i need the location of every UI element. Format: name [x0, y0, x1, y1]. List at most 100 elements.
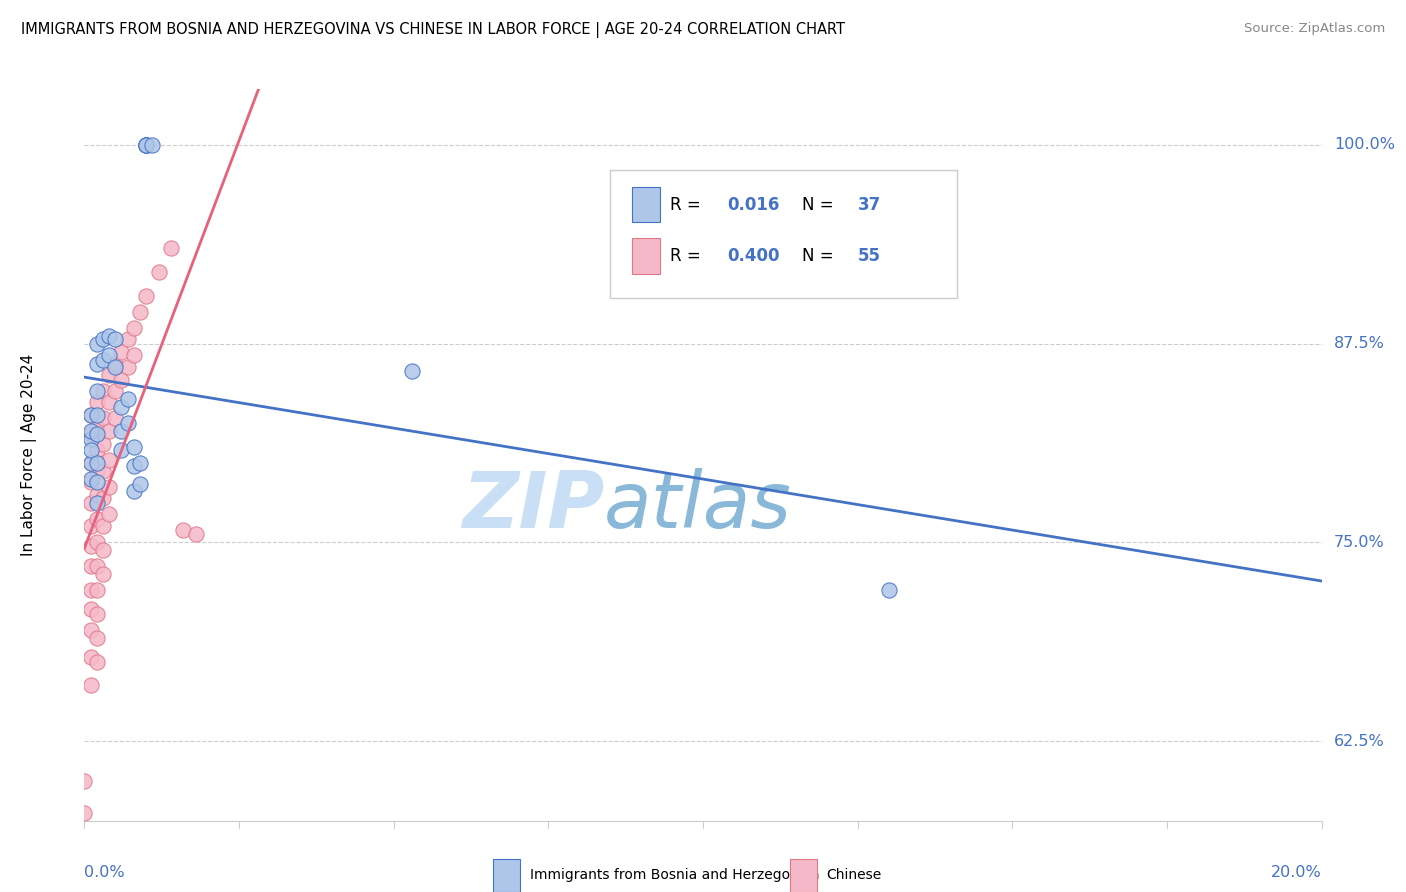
Point — [79, 443, 101, 458]
Point — [86, 475, 108, 489]
Point — [79, 456, 101, 470]
Point — [91, 491, 114, 505]
Point — [135, 137, 157, 152]
Point — [86, 464, 108, 478]
FancyBboxPatch shape — [790, 859, 817, 892]
Text: 20.0%: 20.0% — [1271, 865, 1322, 880]
Point — [135, 137, 157, 152]
Point — [104, 360, 127, 375]
Point — [86, 631, 108, 645]
Point — [141, 137, 163, 152]
Point — [122, 484, 145, 499]
Text: ZIP: ZIP — [461, 468, 605, 544]
Point — [104, 332, 127, 346]
Text: N =: N = — [801, 247, 839, 265]
Point — [86, 655, 108, 669]
Point — [79, 519, 101, 533]
Text: N =: N = — [801, 195, 839, 214]
Point — [91, 464, 114, 478]
Point — [122, 458, 145, 473]
Point — [135, 137, 157, 152]
Point — [122, 320, 145, 334]
FancyBboxPatch shape — [633, 187, 659, 222]
Point — [110, 344, 132, 359]
Point — [129, 456, 152, 470]
Point — [86, 443, 108, 458]
Point — [86, 384, 108, 399]
Point — [98, 328, 121, 343]
Point — [79, 424, 101, 438]
Point — [117, 416, 139, 430]
Point — [86, 408, 108, 422]
Point — [91, 384, 114, 399]
Point — [104, 357, 127, 371]
Text: 75.0%: 75.0% — [1334, 535, 1385, 549]
Point — [79, 583, 101, 598]
Point — [135, 289, 157, 303]
Point — [79, 495, 101, 509]
Point — [86, 427, 108, 442]
Point — [401, 364, 423, 378]
Point — [172, 523, 194, 537]
Point — [91, 567, 114, 582]
Point — [86, 535, 108, 549]
Point — [117, 360, 139, 375]
Point — [98, 424, 121, 438]
Point — [86, 607, 108, 621]
Point — [91, 411, 114, 425]
Point — [129, 476, 152, 491]
Text: 0.0%: 0.0% — [84, 865, 125, 880]
Point — [79, 456, 101, 470]
Point — [86, 495, 108, 509]
Point — [86, 336, 108, 351]
Point — [86, 421, 108, 435]
Point — [86, 357, 108, 371]
Text: 0.400: 0.400 — [728, 247, 780, 265]
Point — [184, 527, 207, 541]
FancyBboxPatch shape — [633, 238, 659, 274]
Point — [122, 440, 145, 454]
Point — [86, 511, 108, 525]
Point — [98, 480, 121, 494]
Point — [122, 348, 145, 362]
Point — [86, 583, 108, 598]
Point — [104, 411, 127, 425]
Point — [79, 475, 101, 489]
Point — [86, 395, 108, 409]
Text: IMMIGRANTS FROM BOSNIA AND HERZEGOVINA VS CHINESE IN LABOR FORCE | AGE 20-24 COR: IMMIGRANTS FROM BOSNIA AND HERZEGOVINA V… — [21, 22, 845, 38]
Text: 37: 37 — [858, 195, 882, 214]
Point — [98, 348, 121, 362]
Text: atlas: atlas — [605, 468, 792, 544]
Point — [91, 332, 114, 346]
Point — [129, 305, 152, 319]
Point — [79, 678, 101, 692]
Point — [86, 456, 108, 470]
Point — [73, 805, 96, 820]
Text: Source: ZipAtlas.com: Source: ZipAtlas.com — [1244, 22, 1385, 36]
Text: 87.5%: 87.5% — [1334, 336, 1385, 351]
Point — [91, 352, 114, 367]
Point — [98, 452, 121, 467]
Point — [110, 401, 132, 415]
Point — [117, 332, 139, 346]
Point — [104, 384, 127, 399]
Text: R =: R = — [669, 195, 706, 214]
Point — [79, 432, 101, 446]
Point — [79, 623, 101, 637]
Point — [110, 373, 132, 387]
Text: In Labor Force | Age 20-24: In Labor Force | Age 20-24 — [21, 354, 37, 556]
Point — [86, 488, 108, 502]
Point — [135, 137, 157, 152]
Point — [148, 265, 170, 279]
Point — [86, 559, 108, 574]
Text: 100.0%: 100.0% — [1334, 137, 1395, 153]
Text: 0.016: 0.016 — [728, 195, 780, 214]
FancyBboxPatch shape — [610, 169, 956, 298]
Point — [79, 602, 101, 616]
Point — [79, 427, 101, 442]
Point — [98, 368, 121, 383]
Point — [98, 507, 121, 521]
Text: 62.5%: 62.5% — [1334, 733, 1385, 748]
Point — [91, 543, 114, 558]
Point — [877, 583, 900, 598]
